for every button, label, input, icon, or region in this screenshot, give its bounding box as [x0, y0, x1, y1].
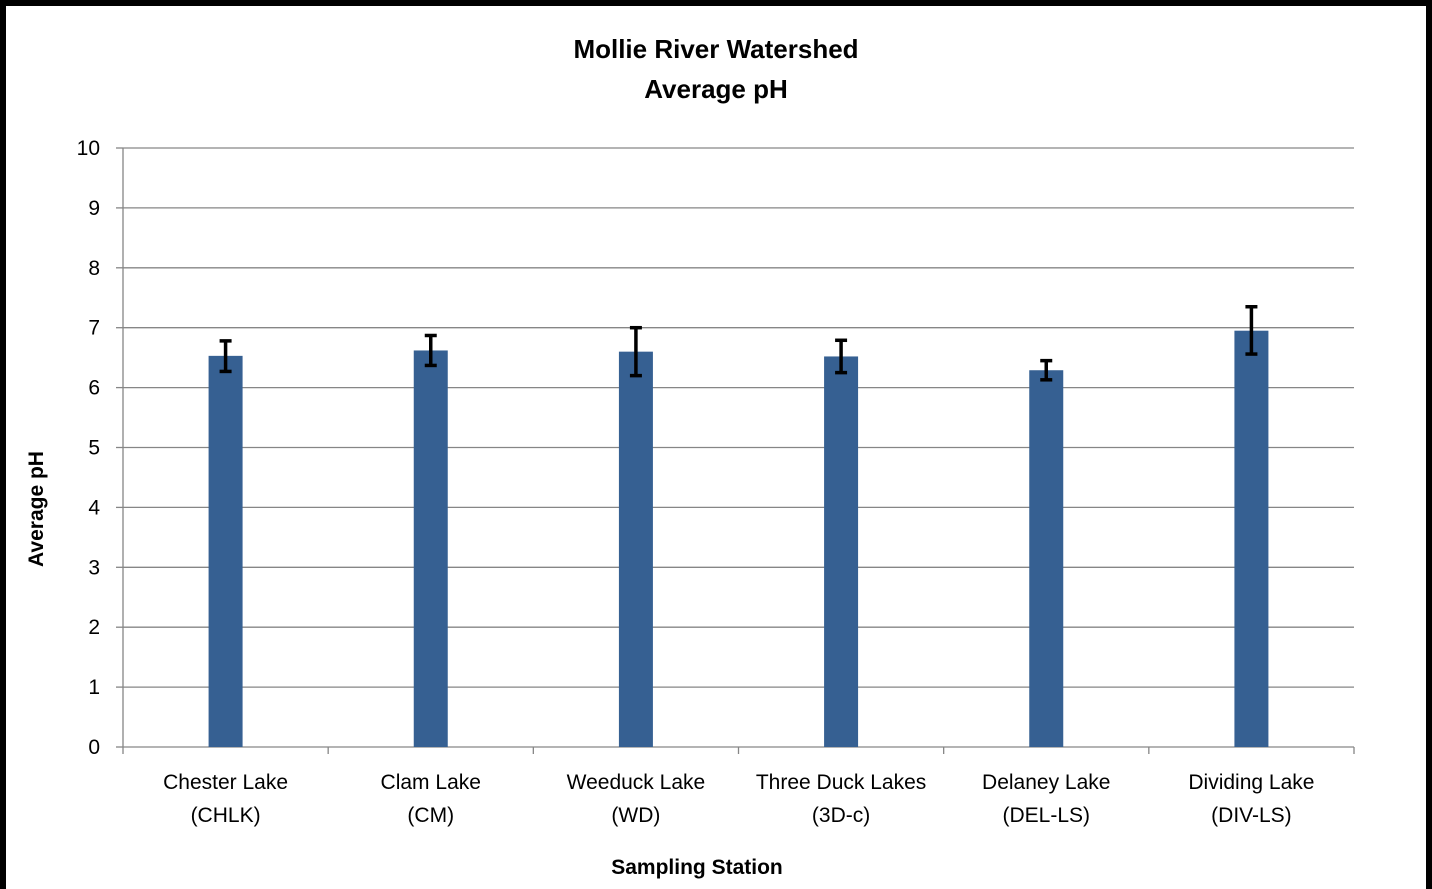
- bar: [824, 356, 859, 747]
- error-bars: [219, 304, 1258, 382]
- y-tick-label: 4: [88, 496, 100, 519]
- bars: [208, 330, 1269, 747]
- y-tick-label: 8: [88, 257, 100, 280]
- bar: [208, 355, 243, 747]
- x-category-label: Three Duck Lakes: [756, 771, 926, 794]
- axes: [116, 147, 1355, 754]
- y-tick-label: 10: [77, 137, 100, 160]
- x-category-label: (CM): [407, 804, 454, 827]
- x-category-label: Delaney Lake: [982, 771, 1110, 794]
- chart-title: Mollie River Watershed: [573, 34, 859, 64]
- y-axis-title: Average pH: [25, 451, 48, 567]
- bar: [1234, 330, 1269, 747]
- y-tick-label: 6: [88, 377, 100, 400]
- y-tick-label: 9: [88, 197, 100, 220]
- bar: [618, 351, 653, 747]
- x-category-label: (3D-c): [812, 804, 870, 827]
- y-tick-label: 0: [88, 736, 100, 759]
- x-category-label: Clam Lake: [381, 771, 481, 794]
- chart-subtitle: Average pH: [644, 74, 788, 104]
- x-axis-title: Sampling Station: [611, 856, 783, 879]
- x-category-label: (WD): [611, 804, 660, 827]
- y-tick-label: 5: [88, 437, 100, 460]
- x-category-label: (DEL-LS): [1002, 804, 1090, 827]
- x-category-label: (CHLK): [191, 804, 261, 827]
- y-tick-label: 3: [88, 556, 100, 579]
- bar: [1029, 370, 1064, 747]
- x-category-label: Dividing Lake: [1188, 771, 1314, 794]
- y-tick-label: 7: [88, 317, 100, 340]
- x-category-label: Chester Lake: [163, 771, 288, 794]
- y-tick-label: 2: [88, 616, 100, 639]
- gridlines: [123, 147, 1354, 688]
- bar: [413, 350, 448, 747]
- x-category-label: (DIV-LS): [1211, 804, 1292, 827]
- labels: 0 1 2 3 4 5 6 7 8 9 10 Chester Lake (CHLK) Clam Lake (…: [77, 137, 1315, 827]
- x-category-label: Weeduck Lake: [567, 771, 706, 794]
- y-tick-label: 1: [88, 676, 100, 699]
